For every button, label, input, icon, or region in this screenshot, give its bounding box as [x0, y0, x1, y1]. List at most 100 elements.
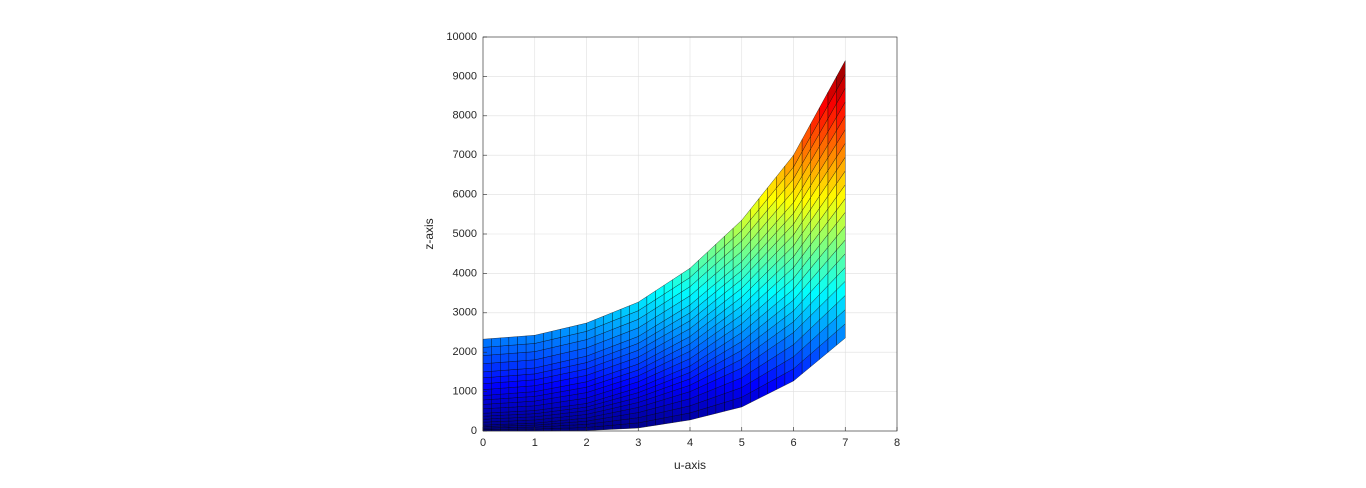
surface-patch — [517, 406, 527, 412]
surface-patch — [482, 408, 492, 414]
x-tick-label: 2 — [583, 437, 589, 449]
surface-patch — [508, 386, 518, 394]
surface-patch — [525, 343, 535, 353]
surface-patch — [482, 370, 492, 379]
surface-patch — [500, 353, 510, 363]
surface-patch — [517, 368, 527, 376]
surface-patch — [525, 400, 535, 407]
surface-patch — [508, 401, 518, 408]
y-tick-label: 7000 — [453, 149, 477, 161]
surface-patch — [482, 399, 492, 405]
surface-patch — [508, 360, 518, 371]
surface-patch — [517, 335, 527, 345]
x-tick-label: 4 — [687, 437, 693, 449]
surface-patch — [525, 396, 535, 402]
surface-patch — [508, 369, 518, 377]
x-tick-label: 0 — [480, 437, 486, 449]
surface-patch — [517, 352, 527, 362]
surface-patch — [836, 60, 846, 91]
surface-patch — [517, 386, 527, 394]
surface-patch — [508, 336, 518, 346]
surface-patch — [517, 401, 527, 408]
surface-patch — [525, 351, 535, 361]
surface-patch — [491, 398, 501, 405]
surface-patch — [500, 369, 510, 377]
surface-patch — [525, 379, 535, 387]
x-tick-label: 6 — [790, 437, 796, 449]
surface-patch — [491, 403, 501, 409]
surface-patch — [482, 362, 492, 373]
surface-patch — [491, 337, 501, 347]
surface-patch — [517, 360, 527, 370]
surface-patch — [482, 354, 492, 364]
z-axis-label: z-axis — [422, 218, 436, 249]
surface-patch — [482, 388, 492, 396]
surface-patch — [525, 359, 535, 369]
surface-patch — [517, 396, 527, 403]
surface-patch — [491, 407, 501, 414]
surface-patch — [508, 374, 518, 382]
y-tick-label: 9000 — [453, 70, 477, 82]
surface-patch — [525, 367, 535, 375]
surface-patch — [500, 375, 510, 383]
surface-patch — [577, 322, 587, 334]
y-tick-label: 10000 — [446, 31, 477, 43]
ticks: 0 1 2 3 4 5 6 7 8 0 1000 2000 3000 4000 5000 6000 7000 80… — [446, 31, 900, 449]
x-tick-label: 5 — [739, 437, 745, 449]
surface-patch — [543, 330, 553, 342]
surface-patch — [482, 346, 492, 356]
x-tick-label: 8 — [894, 437, 900, 449]
surface-patch — [577, 427, 587, 431]
surface — [482, 60, 846, 432]
surface-patch — [525, 391, 535, 398]
surface-patch — [500, 336, 510, 347]
surface-patch — [525, 335, 535, 345]
surface-patch — [491, 388, 501, 396]
surface-patch — [508, 380, 518, 388]
surface-patch — [482, 338, 492, 348]
x-tick-label: 7 — [842, 437, 848, 449]
surface-patch — [500, 407, 510, 413]
surface-patch — [525, 385, 535, 393]
x-tick-label: 3 — [635, 437, 641, 449]
surface-patch — [491, 353, 501, 364]
surface-patch — [500, 345, 510, 355]
surface-patch — [500, 397, 510, 404]
y-tick-label: 5000 — [453, 228, 477, 240]
y-tick-label: 8000 — [453, 110, 477, 122]
surface-patch — [482, 376, 492, 384]
surface-patch — [500, 387, 510, 395]
surface-patch — [534, 332, 544, 344]
surface-patch — [491, 370, 501, 378]
y-tick-label: 3000 — [453, 307, 477, 319]
y-tick-label: 0 — [471, 425, 477, 437]
surface-patch — [508, 397, 518, 403]
surface-patch — [517, 374, 527, 382]
surface-patch — [569, 427, 579, 431]
surface-patch — [551, 328, 561, 340]
surface-patch — [525, 405, 535, 412]
x-axis-label: u-axis — [674, 458, 706, 472]
surface-patch — [482, 403, 492, 410]
y-tick-label: 2000 — [453, 346, 477, 358]
surface-patch — [500, 361, 510, 371]
surface-patch — [517, 380, 527, 388]
y-tick-label: 1000 — [453, 386, 477, 398]
surface-patch — [500, 381, 510, 389]
surface-patch — [560, 326, 570, 338]
surface-patch — [508, 352, 518, 362]
surface-patch — [569, 324, 579, 336]
surface-patch — [508, 344, 518, 354]
surface-patch — [517, 392, 527, 398]
surface-patch — [491, 362, 501, 372]
x-tick-label: 1 — [532, 437, 538, 449]
surface-patch — [525, 373, 535, 381]
surface-patch — [517, 343, 527, 354]
surface-patch — [482, 382, 492, 390]
y-tick-label: 4000 — [453, 267, 477, 279]
surface-patch — [491, 376, 501, 384]
surface-patch — [500, 402, 510, 409]
y-tick-label: 6000 — [453, 189, 477, 201]
